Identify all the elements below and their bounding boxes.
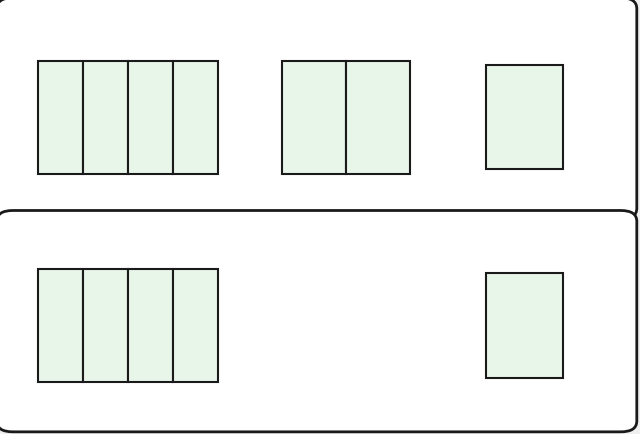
- Text: Length: $n$: Length: $n$: [92, 248, 164, 267]
- Text: SAP$^r_{\rm train}$: SAP$^r_{\rm train}$: [64, 20, 143, 48]
- Text: AP$^r$: AP$^r$: [340, 293, 367, 310]
- Text: 🧹🗑: 🧹🗑: [62, 184, 85, 203]
- Text: Length: $np$: Length: $np$: [304, 31, 387, 50]
- Text: Length: $n/r$: Length: $n/r$: [481, 31, 568, 50]
- Text: $\sqrt{p}$AP$^{rp}$: $\sqrt{p}$AP$^{rp}$: [422, 80, 477, 102]
- Text: Length: $n/r$: Length: $n/r$: [481, 248, 568, 267]
- Text: SAP$^r_{\rm test}$: SAP$^r_{\rm test}$: [64, 228, 138, 256]
- Text: Length: $n$: Length: $n$: [92, 31, 164, 50]
- Text: SS$_{\rm train}$: SS$_{\rm train}$: [230, 83, 276, 102]
- Text: 🧹🗑: 🧹🗑: [100, 184, 124, 203]
